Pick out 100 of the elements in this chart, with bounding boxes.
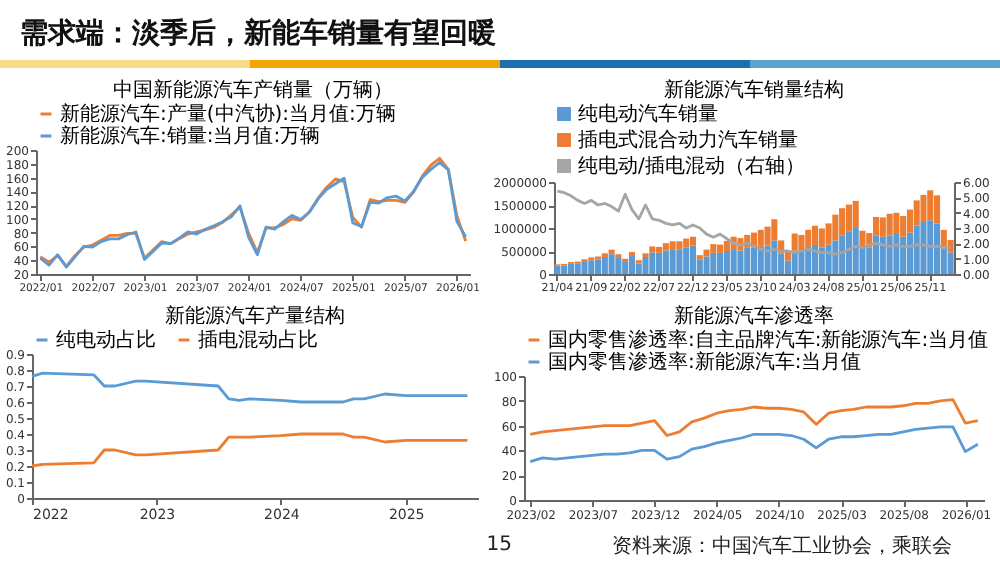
bar [927,190,934,221]
bar [900,216,907,237]
bar [859,230,866,247]
bar [927,220,934,274]
bar [656,252,663,274]
bar [784,260,791,274]
bar [879,217,886,237]
bar [750,247,758,274]
bar [662,250,669,274]
bar [934,195,941,224]
bar [622,261,629,274]
bar [662,243,669,251]
bar [669,241,676,250]
bar [723,240,730,251]
legend-label: 新能源汽车:产量(中汽协):当月值:万辆 [60,102,396,126]
bar [791,233,798,251]
bar [832,214,839,241]
chart-title: 新能源汽车销量结构 [664,78,844,102]
bar [595,259,602,274]
bar [581,262,588,274]
bar [689,236,697,246]
bar [913,225,920,274]
bar [872,235,880,274]
bar [845,204,852,232]
bar [900,236,907,274]
bar [656,246,663,253]
bar [649,246,656,253]
line-series [30,371,469,404]
text: 资料来源：中国汽车工业协会，乘联会 [612,533,952,559]
bar [676,249,683,274]
bar [669,249,676,274]
bar [934,223,941,274]
bar [798,234,805,251]
bar [757,229,764,247]
bar [730,249,737,274]
bar [825,223,832,245]
bar [710,252,717,274]
legend-label: 新能源汽车:销量:当月值:万辆 [60,124,321,148]
bar [683,238,690,248]
bar [628,256,636,274]
bar [886,213,893,236]
bar [717,244,724,253]
bar [764,245,771,274]
bar [839,208,846,236]
bar [805,229,812,247]
bar [615,257,622,274]
legend-label: 插电混动占比 [198,328,318,352]
bar [601,256,608,274]
text: 需求端：淡季后，新能车销量有望回暖 [18,15,498,54]
text: 15 [486,534,512,556]
bar [703,256,710,274]
legend-label: 纯电动汽车销量 [578,102,718,126]
bar [771,219,778,241]
bar [737,250,744,274]
legend-label: 纯电动占比 [56,328,156,352]
bar [832,240,839,274]
bar [913,200,920,226]
chart-title: 中国新能源汽车产销量（万辆） [113,78,393,102]
bar [839,235,846,274]
bar [893,212,900,234]
legend-label: 国内零售渗透率:新能源汽车:当月值 [548,350,862,374]
line-series [528,425,980,463]
bar [947,252,954,274]
bar [588,260,595,274]
bar [567,263,574,274]
bar [886,235,893,274]
bar [649,252,656,274]
bar [676,241,683,250]
bar [879,236,886,274]
line-series [555,189,953,256]
bar [554,265,561,274]
line-series [528,398,980,437]
bar [906,232,913,274]
bar [689,245,697,274]
bar [683,247,690,274]
bar [635,263,642,274]
bar [642,256,649,274]
legend-label: 插电式混合动力汽车销量 [578,128,798,152]
legend-label: 国内零售渗透率:自主品牌汽车:新能源汽车:当月值 [548,328,989,352]
bar [940,229,947,247]
bar [920,222,927,274]
bar [628,251,636,257]
bar [561,265,568,274]
bar [893,233,900,274]
bar [852,227,859,274]
line-series [30,432,469,468]
bar [920,194,927,223]
bar [710,244,717,253]
bar [845,231,852,274]
chart-title: 新能源汽车渗透率 [674,304,834,328]
bar [608,254,615,274]
bar [574,263,581,274]
bar [723,251,730,274]
chart-title: 新能源汽车产量结构 [165,304,345,328]
bar [811,225,819,246]
bar [818,228,825,248]
bar [703,249,710,257]
bar [771,240,778,274]
bar [717,252,724,274]
legend-label: 纯电动/插电混动（右轴） [578,154,805,178]
